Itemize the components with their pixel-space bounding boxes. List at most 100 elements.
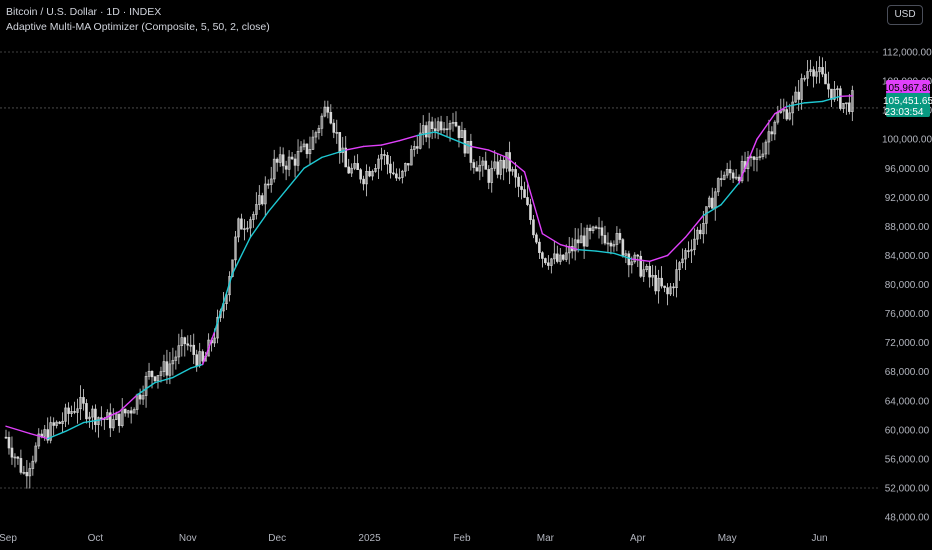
ma-line-segment: [321, 153, 335, 159]
ma-line-segment: [154, 376, 174, 384]
candle: [305, 143, 309, 159]
candle-body: [821, 67, 824, 75]
candle: [404, 162, 407, 177]
candle: [380, 147, 383, 171]
candle: [290, 151, 294, 161]
candle-body: [55, 421, 58, 426]
candle-body: [406, 163, 410, 166]
candle: [377, 154, 380, 180]
candle-body: [174, 356, 178, 361]
candle-body: [293, 158, 297, 166]
candle-body: [168, 363, 172, 376]
candle: [648, 260, 651, 288]
candle: [362, 175, 365, 191]
candle-body: [475, 167, 479, 172]
candle: [681, 248, 684, 269]
candle-body: [147, 370, 151, 377]
ma-line-series: [5, 95, 854, 440]
candle-body: [252, 214, 255, 220]
candle: [260, 192, 264, 206]
candle-body: [800, 78, 803, 100]
candle: [764, 139, 768, 159]
ma-line-segment: [648, 254, 669, 262]
x-tick-label: Mar: [537, 533, 555, 544]
ma-line-segment: [100, 411, 120, 421]
price-axis: 112,000.00108,000.00104,000.00100,000.00…: [882, 48, 932, 524]
candle: [442, 121, 446, 134]
ma-line-segment: [523, 171, 544, 235]
candle: [621, 238, 625, 258]
candle-body: [755, 157, 759, 160]
x-tick-label: May: [718, 533, 737, 544]
candle-body: [719, 178, 723, 180]
candle-body: [350, 167, 353, 174]
y-tick-label: 84,000.00: [885, 251, 930, 262]
candle-body: [779, 110, 783, 113]
candle: [514, 162, 517, 188]
candle: [684, 248, 687, 270]
candle-body: [114, 413, 118, 420]
candle-body: [234, 236, 237, 261]
y-tick-label: 96,000.00: [885, 164, 930, 175]
candle-body: [404, 163, 407, 172]
candle-body: [502, 159, 505, 169]
candle: [240, 213, 243, 230]
indicator-legend[interactable]: Adaptive Multi-MA Optimizer (Composite, …: [6, 21, 270, 33]
ma-line-segment: [738, 138, 758, 184]
candle-body: [79, 397, 82, 410]
candle: [609, 240, 613, 255]
candle: [302, 139, 306, 151]
candle-body: [141, 395, 145, 400]
candle: [779, 98, 783, 114]
candle-body: [49, 422, 53, 441]
candle-body: [326, 106, 330, 113]
candle-body: [848, 102, 851, 112]
candle-body: [591, 226, 595, 231]
candle-body: [332, 122, 336, 133]
candle: [594, 225, 598, 230]
candle: [424, 121, 428, 143]
candle: [257, 185, 261, 210]
currency-button[interactable]: USD: [887, 5, 923, 25]
candle-body: [305, 143, 309, 155]
candle-body: [445, 128, 449, 131]
candle: [326, 100, 330, 119]
candle-body: [237, 218, 240, 238]
candle-body: [317, 127, 321, 133]
candle-body: [249, 219, 252, 229]
candle-body: [785, 109, 789, 120]
candle: [722, 171, 726, 181]
candle-body: [162, 361, 166, 372]
candle-body: [508, 152, 511, 172]
price-tags: 105,967.80 105,451.65 23:03:54: [883, 80, 932, 118]
candle: [660, 266, 663, 289]
ma-line-segment: [172, 367, 192, 379]
candle-body: [767, 131, 771, 143]
candle-body: [791, 101, 795, 114]
y-tick-label: 100,000.00: [882, 135, 932, 146]
candle: [773, 120, 777, 141]
candle-body: [117, 413, 121, 426]
candle: [803, 75, 806, 82]
candle: [445, 115, 449, 138]
candle: [427, 112, 431, 149]
candle-body: [290, 156, 294, 160]
candle: [82, 389, 85, 411]
candle-body: [338, 132, 342, 154]
candle: [37, 428, 41, 450]
candle-body: [722, 174, 726, 180]
candle-body: [699, 229, 702, 235]
candle-body: [451, 122, 455, 124]
candle: [669, 283, 672, 296]
candle-body: [380, 154, 383, 160]
candle-body: [493, 161, 497, 169]
candle: [341, 136, 345, 163]
candle: [237, 217, 240, 243]
candle-body: [19, 458, 23, 473]
candle-body: [842, 102, 845, 109]
candle-body: [696, 229, 699, 240]
candle-body: [484, 160, 488, 170]
candle-body: [740, 161, 744, 182]
candle-body: [424, 125, 428, 138]
